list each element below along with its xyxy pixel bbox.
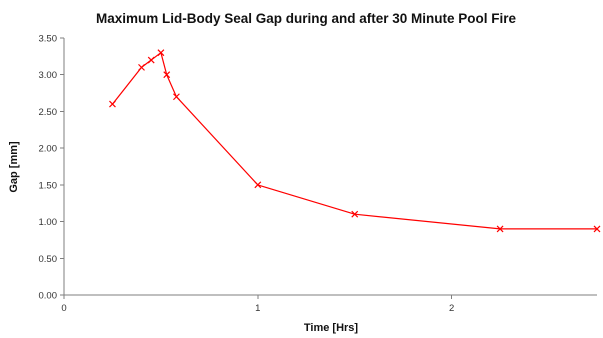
data-point xyxy=(496,225,504,233)
data-point xyxy=(593,225,601,233)
y-tick-label: 1.50 xyxy=(39,180,58,191)
x-tick-label: 0 xyxy=(61,303,66,314)
y-tick-label: 2.50 xyxy=(39,107,58,118)
y-tick-label: 2.00 xyxy=(39,144,58,155)
y-tick-label: 1.00 xyxy=(39,217,58,228)
series-line xyxy=(112,52,597,230)
data-point xyxy=(163,71,171,79)
ticks: 0.00 0.50 1.00 1.50 2.00 2.50 3.00 3.50 0 1 2 xyxy=(39,34,455,315)
chart-title: Maximum Lid-Body Seal Gap during and aft… xyxy=(96,11,517,26)
data-point xyxy=(172,93,180,101)
y-tick-label: 0.00 xyxy=(39,291,58,302)
data-point xyxy=(109,100,116,108)
y-tick-label: 0.50 xyxy=(39,254,58,265)
y-tick-label: 3.50 xyxy=(39,34,58,45)
data-point xyxy=(351,210,359,218)
data-point xyxy=(157,49,165,57)
data-point xyxy=(254,181,262,189)
y-tick-label: 3.00 xyxy=(39,70,58,81)
x-tick-label: 1 xyxy=(255,303,260,314)
data-point xyxy=(138,63,145,71)
x-tick-label: 2 xyxy=(449,303,454,314)
series-layer xyxy=(109,49,601,233)
data-point xyxy=(147,56,155,64)
y-axis-label: Gap [mm] xyxy=(8,141,20,193)
x-axis-label: Time [Hrs] xyxy=(304,322,359,334)
